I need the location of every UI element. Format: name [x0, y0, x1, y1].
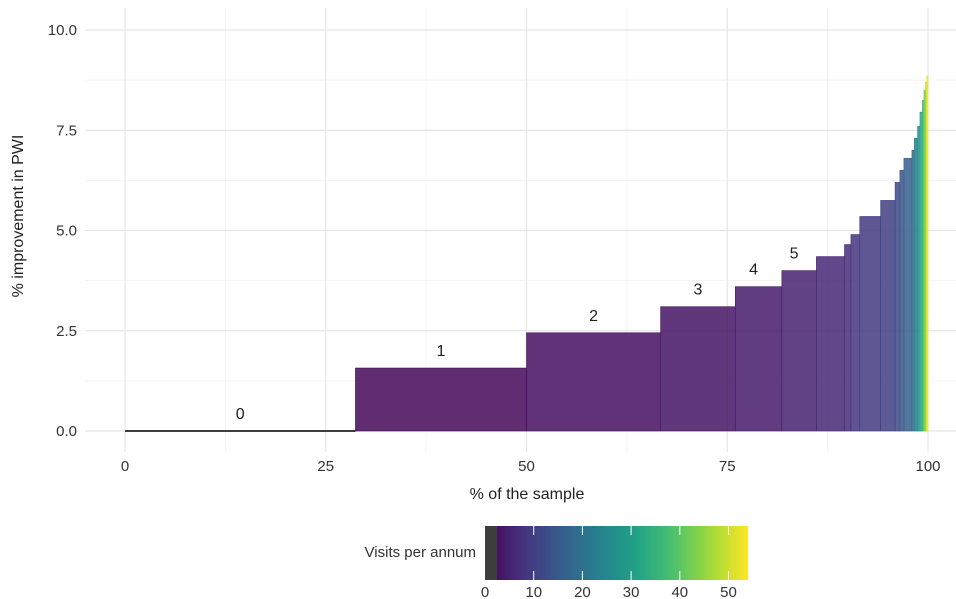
x-tick-label: 0 [121, 458, 129, 475]
bar [894, 182, 901, 432]
y-axis-title: % improvement in PWI [10, 135, 27, 298]
bar [526, 332, 661, 432]
y-tick-label: 0.0 [56, 423, 77, 440]
legend-tick-label: 50 [720, 584, 737, 599]
bar-label: 1 [437, 343, 446, 360]
bar [781, 270, 817, 432]
bar [850, 234, 861, 432]
x-tick-label: 25 [317, 458, 334, 475]
color-legend: Visits per annum 0 10 20 30 40 50 [365, 526, 748, 599]
legend-ticks: 0 10 20 30 40 50 [481, 526, 737, 599]
x-axis-title: % of the sample [470, 486, 585, 503]
bar [919, 111, 923, 432]
bar [355, 367, 527, 432]
x-tick-label: 50 [518, 458, 535, 475]
bar [899, 170, 905, 432]
y-tick-label: 2.5 [56, 323, 77, 340]
legend-title: Visits per annum [365, 544, 476, 561]
bar [914, 137, 918, 432]
legend-tick-label: 40 [671, 584, 688, 599]
y-tick-label: 5.0 [56, 223, 77, 240]
legend-tick-label: 30 [623, 584, 640, 599]
bar [903, 158, 913, 432]
y-axis-ticks: 0.0 2.5 5.0 7.5 10.0 [48, 22, 77, 440]
x-axis-ticks: 0 25 50 75 100 [121, 458, 941, 475]
bar-label: 3 [693, 282, 702, 299]
bar-labels: 0 1 2 3 4 5 [236, 246, 799, 423]
legend-tick-label: 10 [525, 584, 542, 599]
y-tick-label: 10.0 [48, 22, 77, 39]
bar-label: 5 [790, 246, 799, 263]
legend-colorbar [485, 526, 748, 580]
y-tick-label: 7.5 [56, 122, 77, 139]
x-tick-label: 100 [915, 458, 940, 475]
bar [911, 150, 915, 432]
bar-label: 0 [236, 406, 245, 423]
bar [734, 286, 783, 432]
bar [859, 216, 881, 432]
bars [125, 75, 929, 432]
bar [917, 125, 921, 432]
bar-label: 2 [589, 308, 598, 325]
x-tick-label: 75 [719, 458, 736, 475]
bar [880, 200, 896, 432]
legend-zero-swatch [485, 526, 497, 580]
bar [816, 256, 845, 432]
legend-tick-label: 0 [481, 584, 489, 599]
legend-tick-label: 20 [574, 584, 591, 599]
bar-label: 4 [749, 262, 758, 279]
bar [926, 75, 929, 432]
bar [660, 306, 736, 432]
bar [844, 244, 852, 432]
